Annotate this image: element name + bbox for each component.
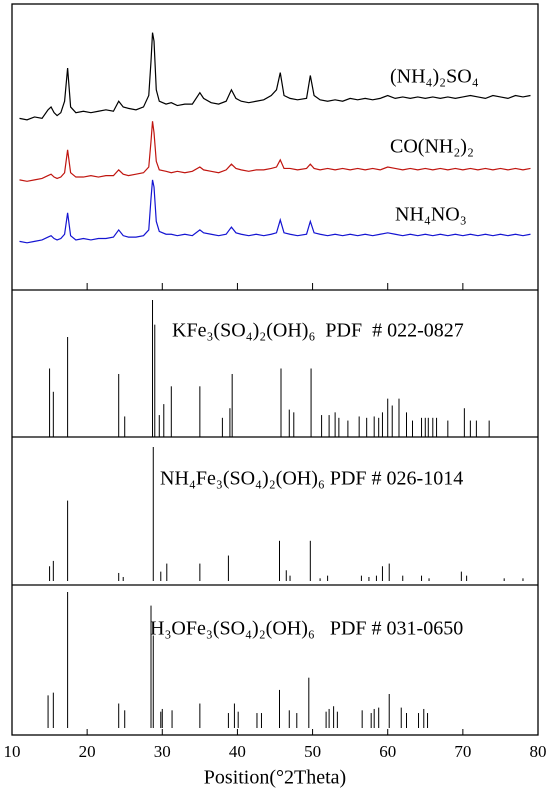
pattern-line	[19, 179, 531, 244]
x-tick-label: 30	[154, 742, 171, 761]
x-tick-label: 60	[379, 742, 396, 761]
x-tick-label: 10	[4, 742, 21, 761]
x-tick-label: 50	[304, 742, 321, 761]
x-tick-label: 70	[454, 742, 471, 761]
x-tick-label: 80	[530, 742, 547, 761]
series-label: (NH₄)₂SO₄	[390, 66, 479, 88]
panel-title: NH₄Fe₃(SO₄)₂(OH)₆ PDF # 026-1014	[160, 468, 463, 490]
panel-title: KFe₃(SO₄)₂(OH)₆ PDF # 022-0827	[172, 320, 464, 342]
plot-frame	[11, 3, 539, 736]
x-axis-label: Position(°2Theta)	[204, 767, 346, 789]
x-tick-label: 20	[79, 742, 96, 761]
x-tick-label: 40	[229, 742, 246, 761]
pattern-line	[19, 121, 531, 182]
series-label: NH₄NO₃	[395, 204, 467, 226]
panel-title: H₃OFe₃(SO₄)₂(OH)₆ PDF # 031-0650	[150, 618, 463, 640]
pattern-line	[19, 32, 531, 121]
series-label: CO(NH₂)₂	[390, 136, 474, 158]
